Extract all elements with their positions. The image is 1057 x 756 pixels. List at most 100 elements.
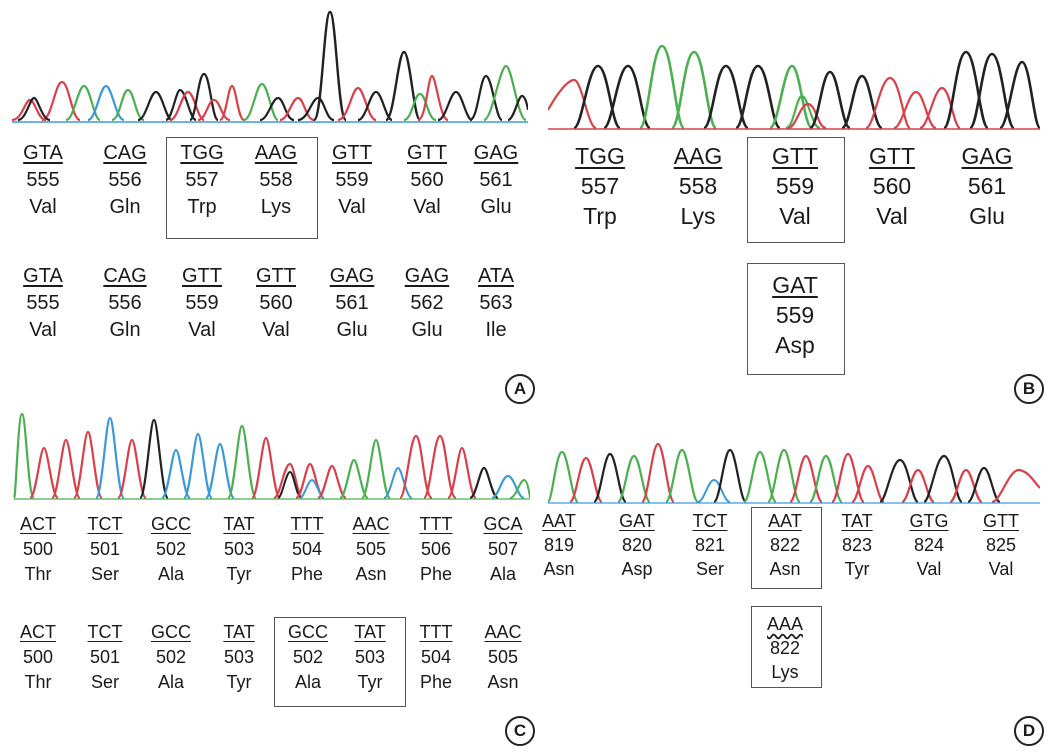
amino-acid: Trp (187, 196, 217, 218)
codon-column: AAC 505 Asn (478, 620, 528, 695)
codon-sequence: AAC (484, 622, 522, 642)
codon-sequence: ACT (20, 622, 56, 642)
amino-acid: Asp (621, 559, 653, 579)
codon-column: GCC 502 Ala (146, 620, 196, 695)
amino-acid: Val (779, 203, 811, 229)
codon-column: GTT 560 Val (852, 141, 932, 231)
codon-sequence: GTT (869, 143, 915, 169)
chromatogram-d (548, 442, 1040, 504)
codon-sequence: GAG (329, 265, 375, 287)
codon-number: 501 (89, 539, 121, 559)
amino-acid: Asn (769, 559, 801, 579)
codon-number: 561 (967, 173, 1007, 199)
codon-sequence: TTT (419, 514, 453, 534)
codon-column: ACT 500 Thr (13, 512, 63, 587)
codon-column: GAG 561 Glu (466, 140, 526, 221)
codon-sequence: GTT (772, 143, 818, 169)
codon-column: GAG 561 Glu (322, 263, 382, 344)
amino-acid: Phe (290, 564, 324, 584)
amino-acid: Ser (695, 559, 724, 579)
codon-number: 559 (185, 292, 219, 314)
chromatogram-a (11, 10, 528, 123)
codon-number: 825 (985, 535, 1017, 555)
amino-acid: Val (29, 319, 57, 341)
amino-acid: Phe (419, 564, 453, 584)
amino-acid: Trp (583, 203, 617, 229)
codon-column: TCT 501 Ser (80, 512, 130, 587)
codon-sequence: TGG (575, 143, 625, 169)
codon-sequence: GCC (151, 514, 191, 534)
codon-sequence: TCT (692, 511, 728, 531)
codon-column: GTG 824 Val (900, 509, 958, 581)
codon-sequence: GAT (772, 272, 818, 298)
codon-number: 503 (354, 647, 386, 667)
codon-column: TCT 821 Ser (681, 509, 739, 581)
codon-sequence: TCT (87, 622, 123, 642)
amino-acid: Gln (109, 319, 141, 341)
codon-column: AAA 822 Lys (756, 612, 814, 684)
codon-number: 556 (108, 292, 142, 314)
codon-column: TAT 503 Tyr (214, 620, 264, 695)
codon-number: 823 (841, 535, 873, 555)
amino-acid: Asn (487, 672, 519, 692)
codon-column: TTT 504 Phe (411, 620, 461, 695)
codon-number: 558 (259, 169, 293, 191)
codon-sequence: TCT (87, 514, 123, 534)
amino-acid: Ala (157, 564, 184, 584)
codon-number: 502 (155, 647, 187, 667)
panel-label-c: C (505, 716, 535, 746)
codon-sequence: GTG (909, 511, 949, 531)
codon-sequence: AAG (254, 142, 298, 164)
codon-sequence: TAT (841, 511, 873, 531)
codon-sequence: GTA (23, 265, 63, 287)
codon-number: 504 (420, 647, 452, 667)
codon-column: GTT 560 Val (246, 263, 306, 344)
amino-acid: Gln (109, 196, 141, 218)
codon-number: 501 (89, 647, 121, 667)
panel-b: TGG 557 Trp AAG 558 Lys GTT 559 Val GTT 560 Val … (548, 0, 1057, 410)
codon-sequence: TAT (354, 622, 386, 642)
codon-sequence: AAT (542, 511, 576, 531)
codon-number: 555 (26, 292, 60, 314)
codon-sequence: GCC (151, 622, 191, 642)
codon-column: TAT 503 Tyr (345, 620, 395, 695)
amino-acid: Val (916, 559, 942, 579)
codon-sequence: GAG (473, 142, 519, 164)
codon-column: AAC 505 Asn (346, 512, 396, 587)
codon-column: TAT 823 Tyr (828, 509, 886, 581)
mutation-box (747, 263, 845, 375)
codon-sequence: GAG (961, 143, 1013, 169)
amino-acid: Lys (260, 196, 292, 218)
codon-sequence: GAG (404, 265, 450, 287)
codon-number: 502 (155, 539, 187, 559)
codon-column: TGG 557 Trp (560, 141, 640, 231)
codon-number: 562 (410, 292, 444, 314)
codon-sequence: GTT (407, 142, 447, 164)
amino-acid: Ser (90, 672, 119, 692)
amino-acid: Asn (543, 559, 575, 579)
amino-acid: Val (413, 196, 441, 218)
codon-number: 558 (678, 173, 718, 199)
codon-sequence: GTT (983, 511, 1019, 531)
amino-acid: Phe (419, 672, 453, 692)
amino-acid: Asp (775, 332, 815, 358)
amino-acid: Glu (411, 319, 443, 341)
codon-number: 500 (22, 647, 54, 667)
codon-sequence: TGG (180, 142, 224, 164)
duplication-box (274, 617, 406, 707)
codon-column: GTA 555 Val (13, 263, 73, 344)
codon-sequence: GCA (483, 514, 523, 534)
panel-c: ACT 500 Thr TCT 501 Ser GCC 502 Ala TAT 503 Tyr … (0, 410, 540, 756)
codon-number: 506 (420, 539, 452, 559)
codon-number: 822 (769, 638, 801, 658)
amino-acid: Tyr (357, 672, 383, 692)
codon-sequence: TTT (419, 622, 453, 642)
codon-column: ACT 500 Thr (13, 620, 63, 695)
amino-acid: Lys (771, 662, 799, 682)
codon-column: GCA 507 Ala (478, 512, 528, 587)
amino-acid: Tyr (226, 672, 252, 692)
amino-acid: Ala (294, 672, 321, 692)
amino-acid: Val (988, 559, 1014, 579)
amino-acid: Tyr (844, 559, 870, 579)
codon-highlight-box (166, 137, 318, 239)
